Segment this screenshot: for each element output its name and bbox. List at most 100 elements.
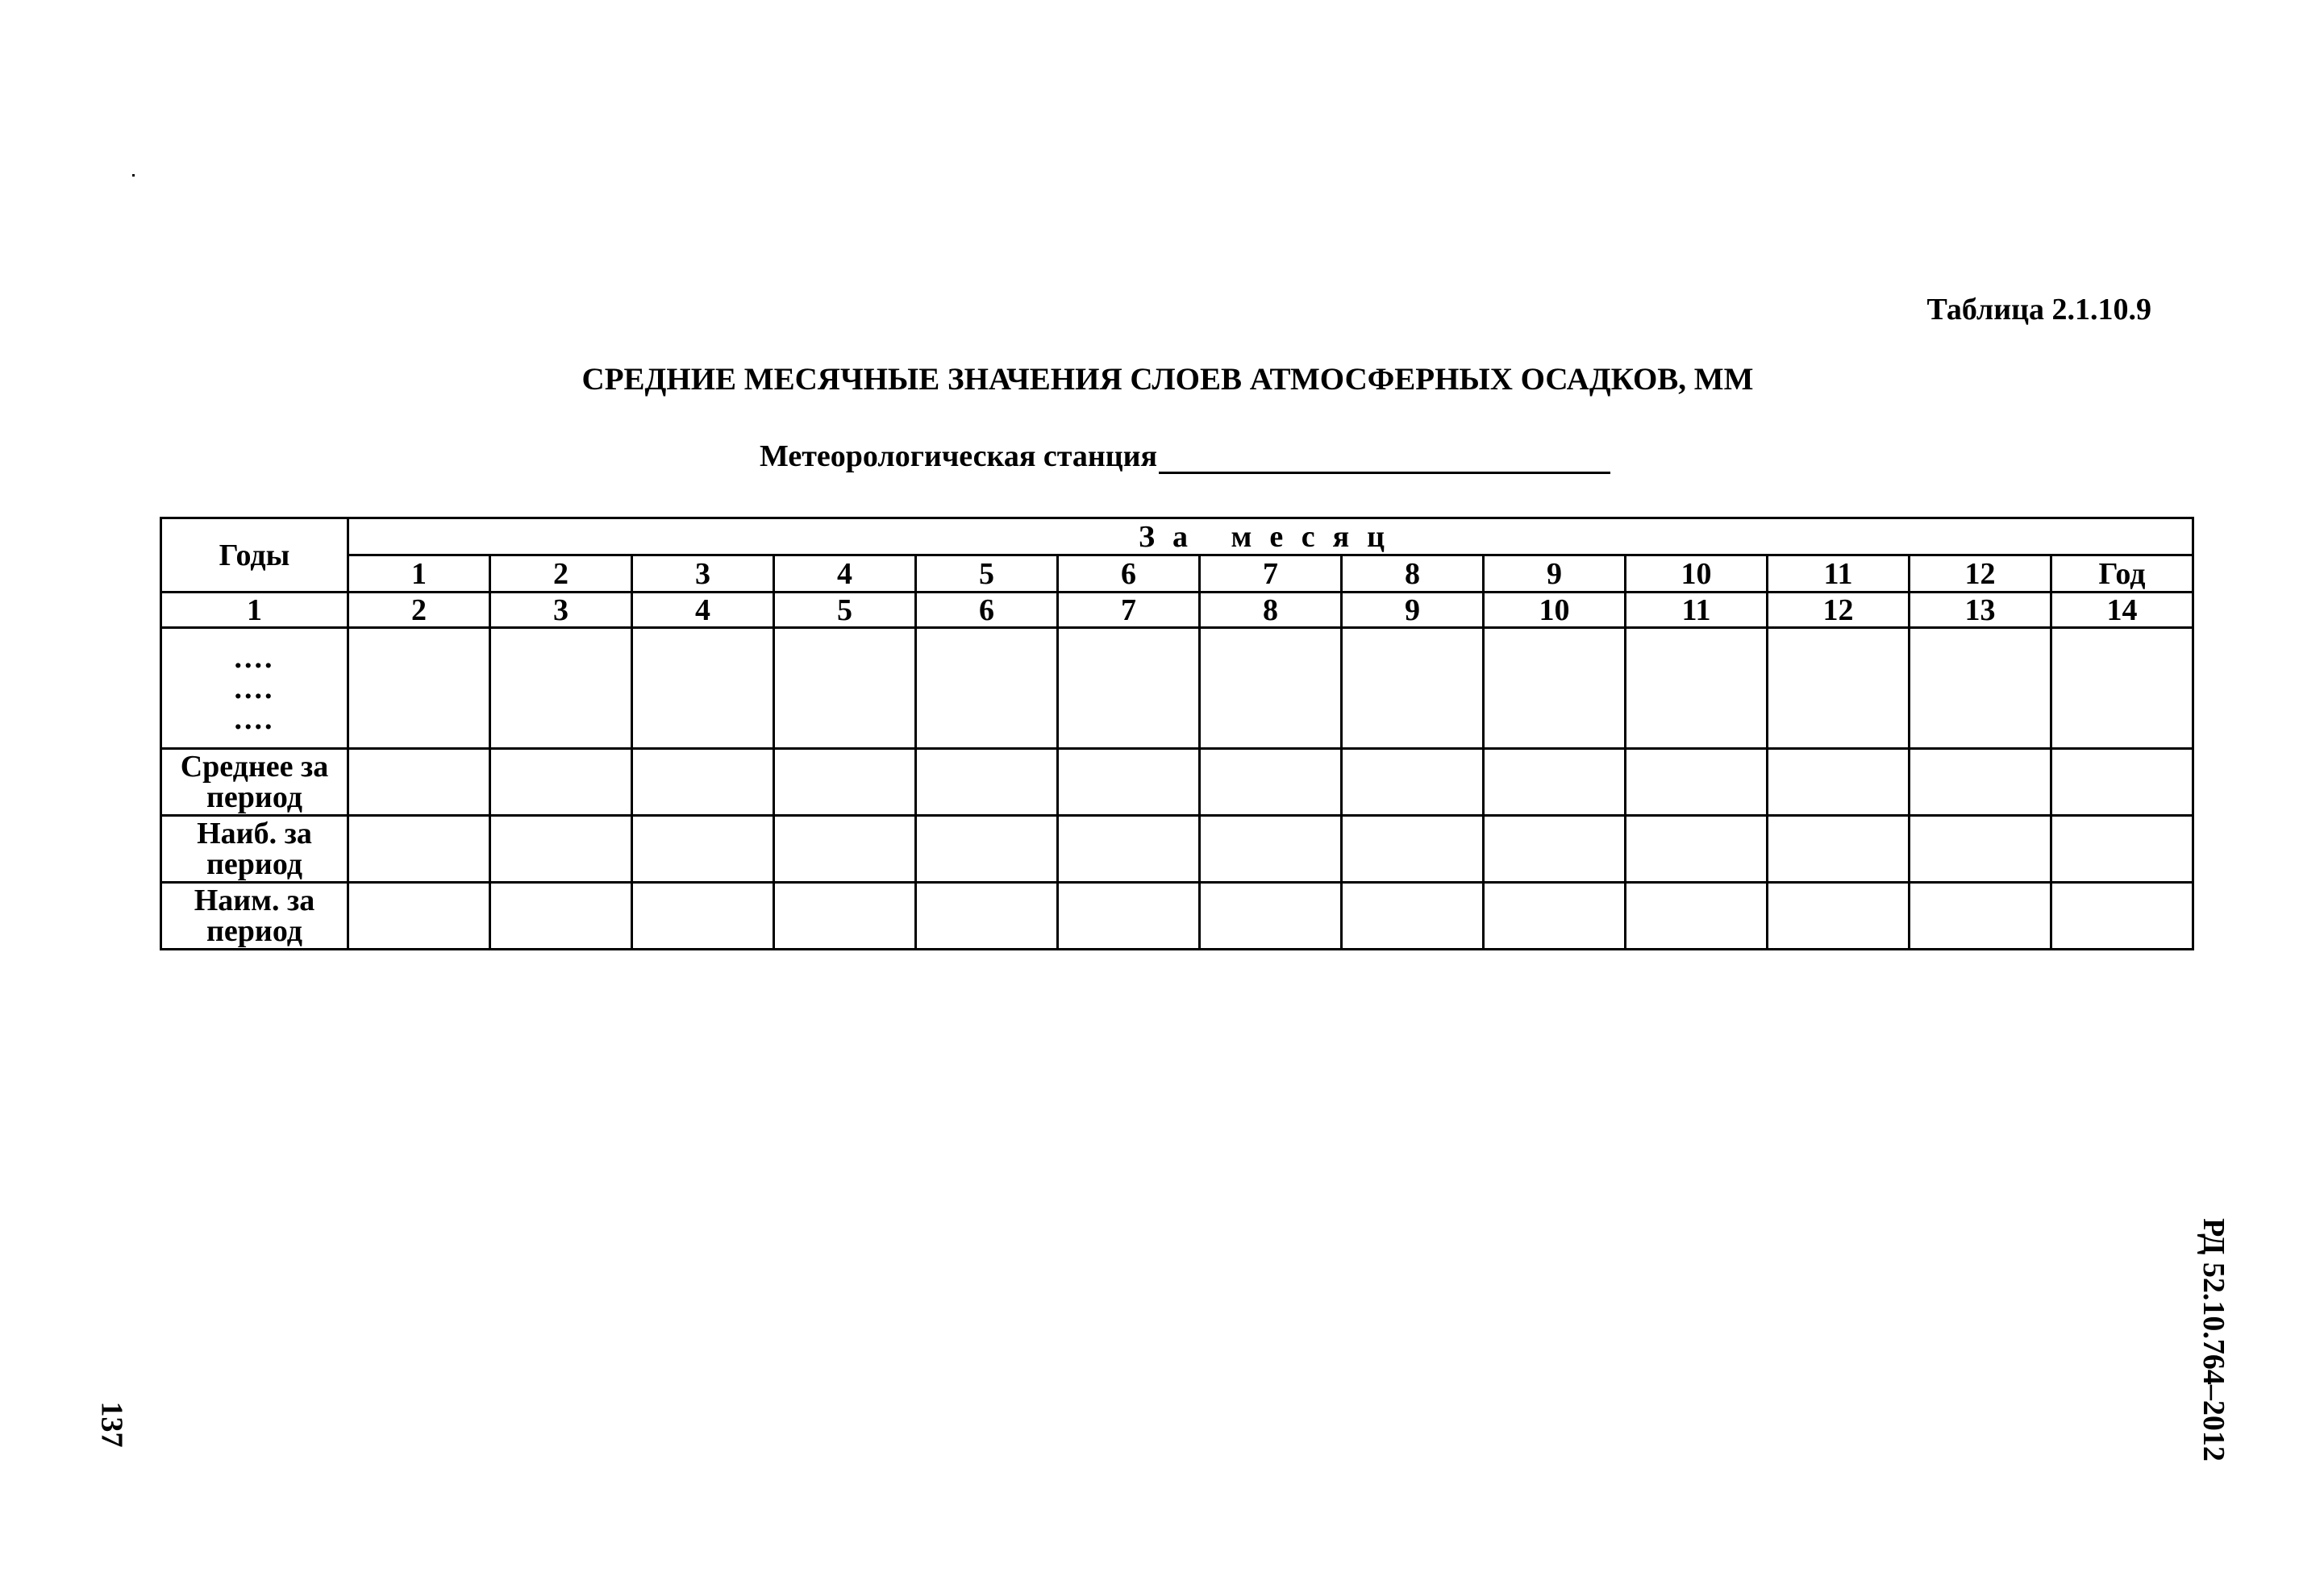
empty-cell (489, 747, 633, 817)
empty-cell (489, 881, 633, 950)
empty-cell (631, 814, 775, 884)
station-label: Метеорологическая станция (760, 439, 1158, 473)
month-header: 2 (489, 554, 633, 593)
empty-cell (489, 626, 633, 750)
empty-cell (773, 626, 917, 750)
empty-cell (1482, 814, 1626, 884)
empty-cell (1482, 881, 1626, 950)
empty-cell (1056, 626, 1201, 750)
document-code: РД 52.10.764–2012 (2197, 1218, 2230, 1462)
month-group-header: За месяц (347, 517, 2194, 556)
empty-cell (347, 747, 491, 817)
empty-cell (1482, 747, 1626, 817)
row-label-line: Наиб. за (197, 817, 312, 850)
placeholder-row: .... (234, 671, 275, 705)
row-label: Среднее за период (160, 747, 349, 817)
empty-cell (1340, 747, 1485, 817)
empty-cell (914, 814, 1059, 884)
station-field: Метеорологическая станция (760, 439, 1611, 474)
month-header: 5 (914, 554, 1059, 593)
empty-cell (914, 747, 1059, 817)
empty-cell (1056, 814, 1201, 884)
years-header: Годы (160, 517, 349, 593)
empty-cell (914, 626, 1059, 750)
column-number: 10 (1482, 591, 1626, 629)
month-header: 8 (1340, 554, 1485, 593)
month-header: 6 (1056, 554, 1201, 593)
empty-cell (1766, 881, 1910, 950)
placeholder-years-cell: .... .... .... (160, 626, 349, 750)
column-number: 7 (1056, 591, 1201, 629)
column-number: 4 (631, 591, 775, 629)
row-label: Наим. за период (160, 881, 349, 950)
placeholder-row: .... (234, 640, 275, 675)
empty-cell (1198, 626, 1343, 750)
row-label-line: период (206, 780, 302, 814)
empty-cell (1482, 626, 1626, 750)
empty-cell (489, 814, 633, 884)
empty-cell (1340, 814, 1485, 884)
empty-cell (773, 881, 917, 950)
empty-cell (1766, 747, 1910, 817)
placeholder-row: .... (234, 701, 275, 736)
column-number: 11 (1624, 591, 1768, 629)
empty-cell (631, 881, 775, 950)
table-row: Наиб. за период (160, 814, 2194, 884)
row-label-line: Среднее за (180, 750, 329, 784)
month-header: 1 (347, 554, 491, 593)
empty-cell (347, 626, 491, 750)
column-number: 3 (489, 591, 633, 629)
empty-cell (1340, 626, 1485, 750)
empty-cell (1624, 747, 1768, 817)
column-number: 2 (347, 591, 491, 629)
table-label: Таблица 2.1.10.9 (1926, 293, 2151, 326)
empty-cell (347, 814, 491, 884)
empty-cell (1056, 747, 1201, 817)
column-number: 6 (914, 591, 1059, 629)
empty-cell (1340, 881, 1485, 950)
table-row: Наим. за период (160, 881, 2194, 950)
column-number: 13 (1908, 591, 2052, 629)
empty-cell (347, 881, 491, 950)
empty-cell (1198, 814, 1343, 884)
empty-cell (2050, 881, 2194, 950)
month-header: 7 (1198, 554, 1343, 593)
empty-cell (914, 881, 1059, 950)
column-number: 14 (2050, 591, 2194, 629)
empty-cell (1624, 626, 1768, 750)
column-number: 8 (1198, 591, 1343, 629)
month-header: Год (2050, 554, 2194, 593)
empty-cell (1056, 881, 1201, 950)
empty-cell (1766, 814, 1910, 884)
month-header: 11 (1766, 554, 1910, 593)
empty-cell (631, 747, 775, 817)
month-header: 3 (631, 554, 775, 593)
empty-cell (1198, 881, 1343, 950)
empty-cell (1624, 881, 1768, 950)
column-number: 1 (160, 591, 349, 629)
page-title: СРЕДНИЕ МЕСЯЧНЫЕ ЗНАЧЕНИЯ СЛОЕВ АТМОСФЕР… (581, 362, 1754, 397)
page-number: 137 (94, 1401, 129, 1448)
empty-cell (2050, 747, 2194, 817)
month-header: 9 (1482, 554, 1626, 593)
table-row: Среднее за период (160, 747, 2194, 817)
row-label-line: Наим. за (194, 884, 315, 917)
empty-cell (1624, 814, 1768, 884)
empty-cell (2050, 814, 2194, 884)
empty-cell (1908, 747, 2052, 817)
empty-cell (1908, 814, 2052, 884)
month-header: 4 (773, 554, 917, 593)
empty-cell (773, 747, 917, 817)
station-blank-line (1159, 444, 1611, 474)
empty-cell (1908, 881, 2052, 950)
empty-cell (1908, 626, 2052, 750)
empty-cell (1766, 626, 1910, 750)
month-header: 10 (1624, 554, 1768, 593)
column-number: 12 (1766, 591, 1910, 629)
empty-cell (2050, 626, 2194, 750)
column-number: 9 (1340, 591, 1485, 629)
row-label-line: период (206, 847, 302, 881)
speck (132, 174, 135, 177)
row-label-line: период (206, 914, 302, 948)
